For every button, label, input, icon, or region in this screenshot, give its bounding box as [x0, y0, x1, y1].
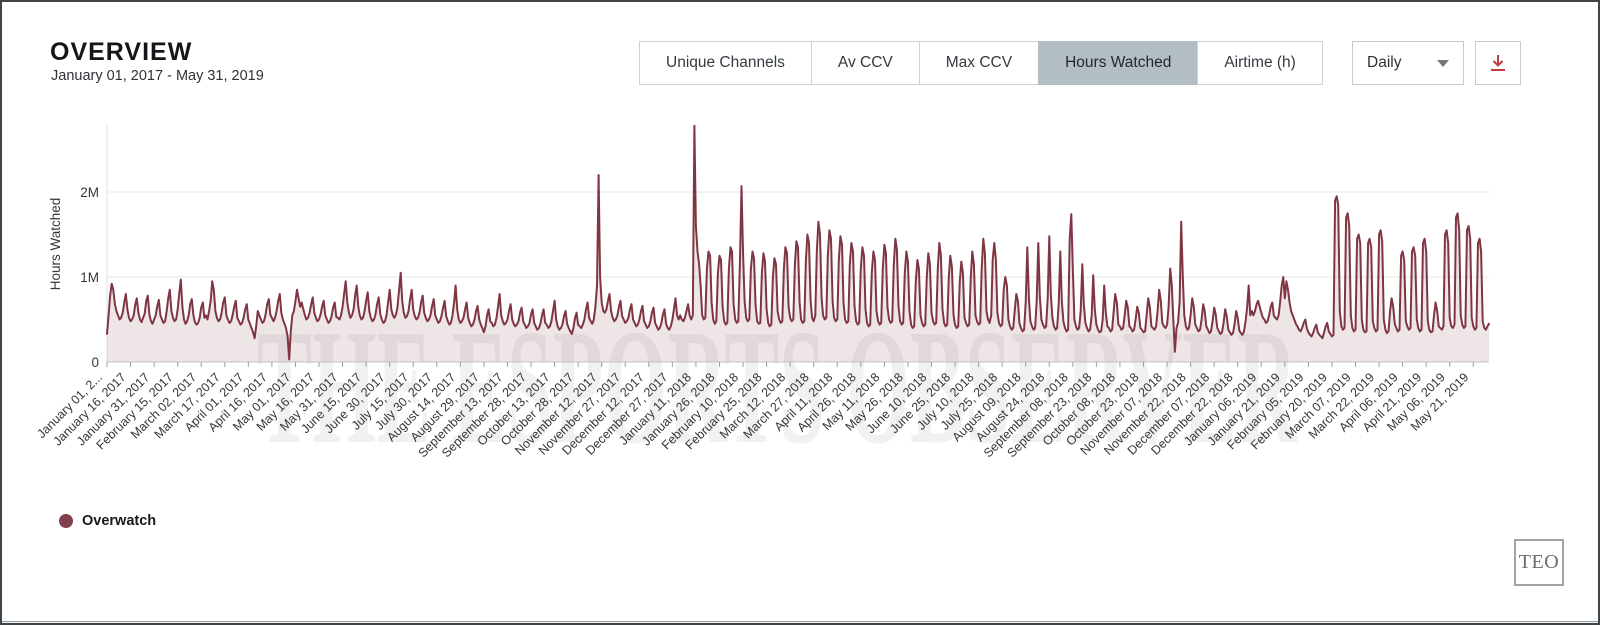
- bottom-divider: [2, 621, 1598, 623]
- tab-av-ccv[interactable]: Av CCV: [810, 41, 920, 85]
- metric-tabs: Unique Channels Av CCV Max CCV Hours Watche…: [639, 41, 1323, 85]
- y-axis-label: Hours Watched: [48, 198, 63, 291]
- y-tick-label: 1M: [80, 270, 99, 285]
- hours-watched-chart: THE ESPORTS OBSERVER 0 1M 2M Hours Watched Ja…: [2, 112, 1562, 522]
- tab-hours-watched[interactable]: Hours Watched: [1038, 41, 1199, 85]
- legend-dot-overwatch: [59, 514, 73, 528]
- page-title: OVERVIEW: [50, 38, 193, 66]
- tab-max-ccv[interactable]: Max CCV: [918, 41, 1040, 85]
- download-button[interactable]: [1475, 41, 1521, 85]
- teo-logo: TEO: [1514, 539, 1564, 586]
- watermark-text: THE ESPORTS OBSERVER: [257, 295, 1298, 478]
- series-area-overwatch: [107, 125, 1489, 362]
- series-line-overwatch[interactable]: [106, 124, 1490, 361]
- date-range: January 01, 2017 - May 31, 2019: [51, 68, 264, 84]
- chevron-down-icon: [1437, 59, 1449, 67]
- legend-label-overwatch: Overwatch: [82, 513, 157, 529]
- download-icon: [1491, 55, 1505, 71]
- chart-legend[interactable]: Overwatch: [59, 513, 156, 529]
- interval-select-value: Daily: [1367, 54, 1402, 71]
- teo-logo-text: TEO: [1518, 551, 1560, 573]
- interval-select[interactable]: Daily: [1352, 41, 1464, 85]
- tab-airtime-h-[interactable]: Airtime (h): [1197, 41, 1323, 85]
- y-tick-label: 2M: [80, 185, 99, 200]
- tab-unique-channels[interactable]: Unique Channels: [639, 41, 812, 85]
- y-tick-label: 0: [91, 355, 99, 370]
